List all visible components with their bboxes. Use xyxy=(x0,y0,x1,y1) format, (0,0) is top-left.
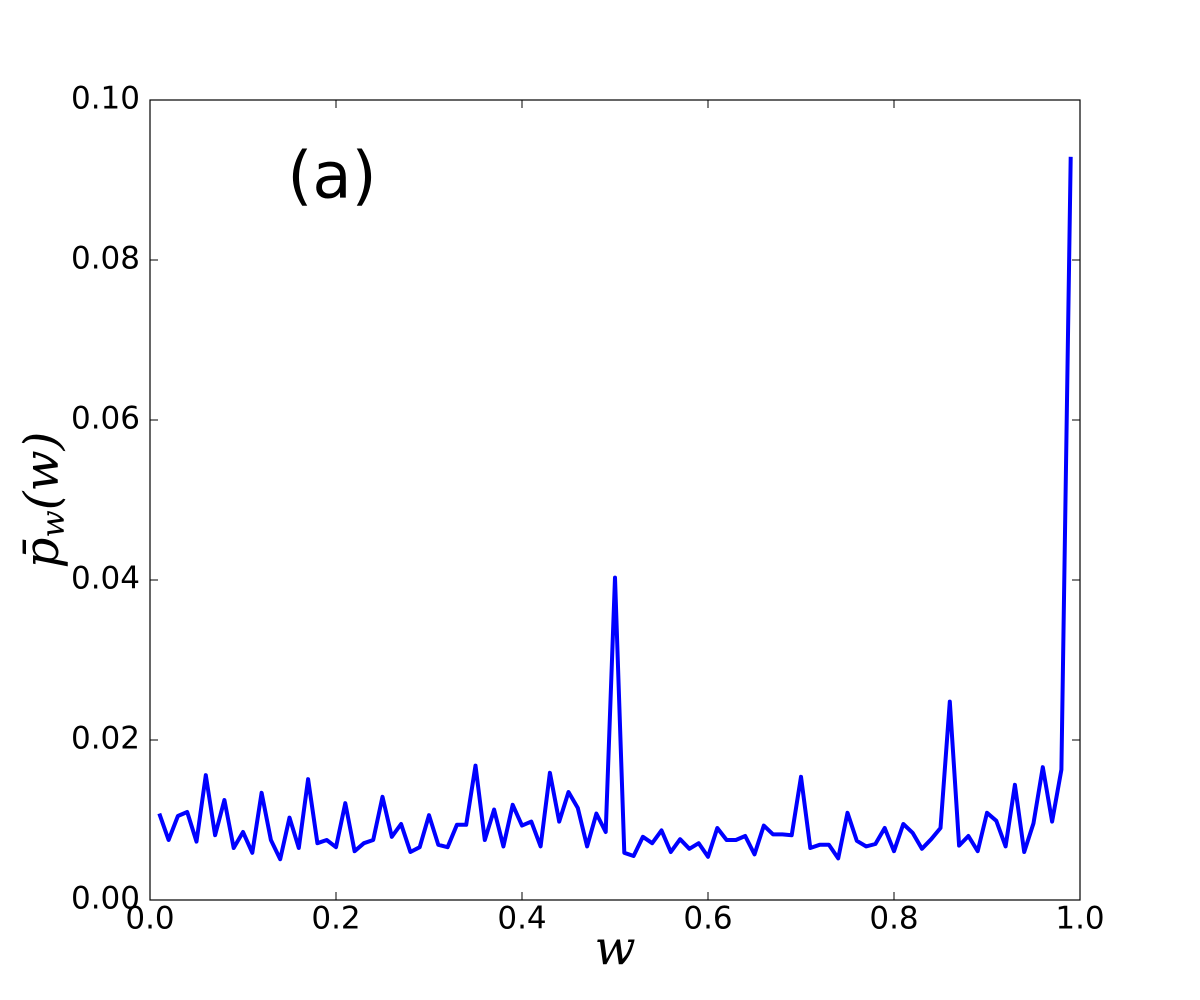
x-tick-label: 0.6 xyxy=(683,901,732,937)
y-label-arg: (w) xyxy=(14,432,70,511)
x-tick-label: 0.0 xyxy=(125,901,174,937)
x-tick-label: 0.4 xyxy=(497,901,546,937)
x-tick-label: 1.0 xyxy=(1055,901,1104,937)
y-tick-label: 0.08 xyxy=(71,241,140,277)
x-axis-label: w xyxy=(594,921,635,977)
y-tick-label: 0.10 xyxy=(71,81,140,117)
y-tick-label: 0.00 xyxy=(71,881,140,917)
y-label-base: p̄ xyxy=(14,538,70,569)
y-tick-label: 0.04 xyxy=(71,561,140,597)
data-line xyxy=(157,156,1073,862)
plot-frame xyxy=(149,99,1081,901)
annotation: (a) xyxy=(287,140,376,214)
y-tick-label: 0.02 xyxy=(71,721,140,757)
y-label-sub: w xyxy=(34,510,72,537)
y-axis-label: p̄w(w) xyxy=(14,432,72,569)
y-tick-label: 0.06 xyxy=(71,401,140,437)
x-tick-label: 0.2 xyxy=(311,901,360,937)
x-tick-label: 0.8 xyxy=(869,901,918,937)
